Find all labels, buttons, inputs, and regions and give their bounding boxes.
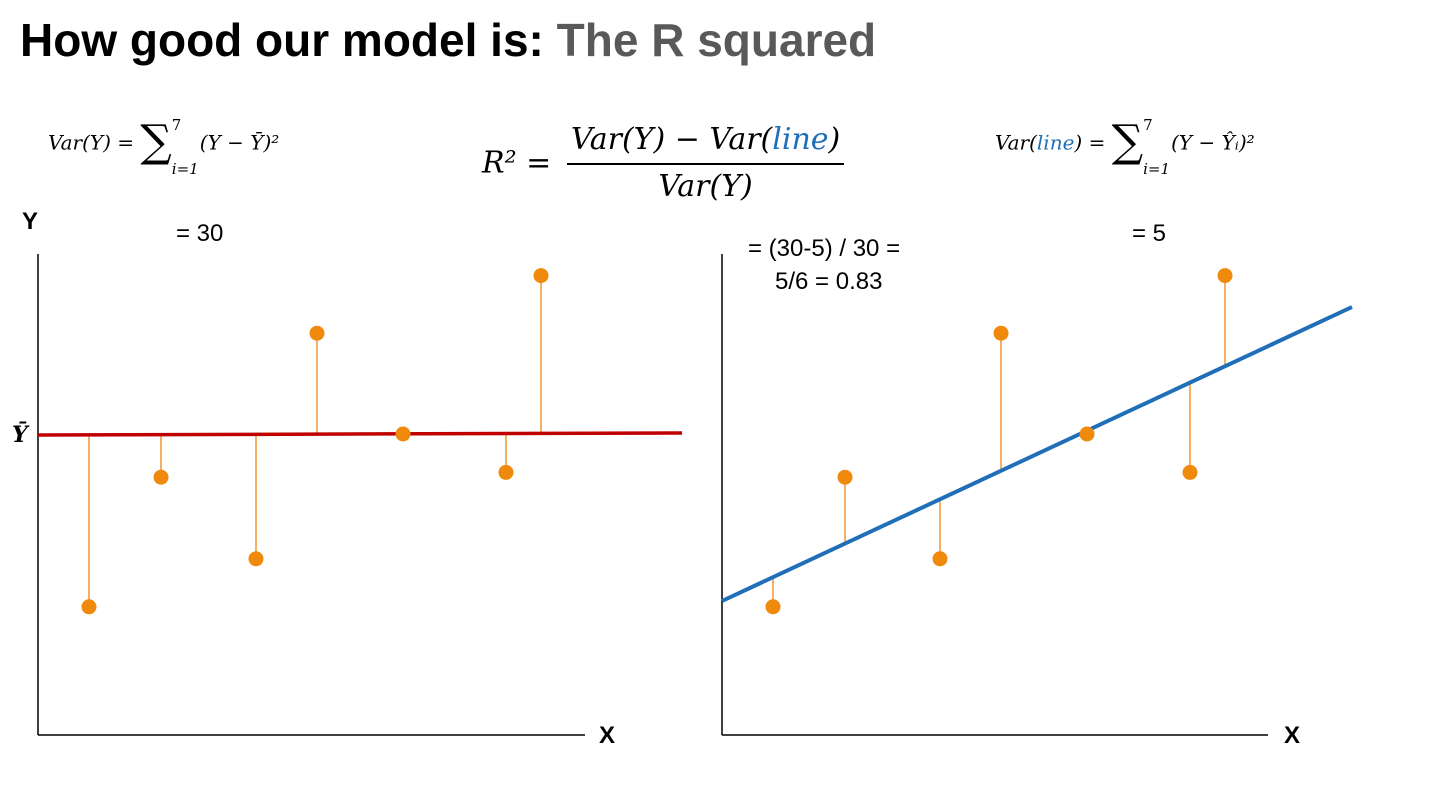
r2-fraction: Var(Y) − Var(line) Var(Y)	[566, 122, 845, 204]
r2-calc-line1: = (30-5) / 30 =	[748, 235, 901, 262]
data-point	[837, 469, 853, 485]
data-point	[1217, 268, 1233, 284]
y-axis-label: Y	[22, 208, 39, 235]
var-line-formula: Var(line) = ∑ 7 i=1 (Y − Ŷᵢ)²	[995, 116, 1255, 178]
title-main: How good our model is:	[20, 14, 544, 66]
x-axis-label-left: X	[599, 722, 616, 749]
data-point	[993, 325, 1009, 341]
sigma-icon: ∑	[1111, 116, 1144, 167]
sigma-icon: ∑	[140, 116, 172, 167]
sum-bottom: i=1	[1143, 160, 1171, 178]
data-point	[932, 551, 948, 567]
var-line-lhs-line: line	[1036, 130, 1075, 155]
left-chart	[37, 254, 683, 736]
data-point	[498, 464, 514, 480]
r2-calc-line2: 5/6 = 0.83	[775, 268, 883, 295]
var-y-term: (Y − Ȳ)²	[199, 130, 280, 155]
ybar-label: Ȳ	[12, 422, 28, 448]
r2-num-part-b: )	[828, 122, 841, 157]
r2-num-line: line	[772, 122, 829, 157]
sum-bottom: i=1	[171, 160, 199, 178]
data-point	[395, 426, 411, 442]
var-line-lhs-a: Var(	[995, 130, 1037, 155]
r2-num-part-a: Var(Y) − Var(	[570, 122, 773, 157]
var-line-term: (Y − Ŷᵢ)²	[1171, 130, 1255, 155]
data-point	[309, 325, 325, 341]
var-y-lhs: Var(Y) =	[48, 130, 135, 155]
data-point	[81, 599, 97, 615]
sum-top: 7	[1143, 116, 1153, 134]
data-point	[1182, 464, 1198, 480]
r2-denominator: Var(Y)	[658, 169, 753, 204]
data-point	[153, 469, 169, 485]
r2-lhs: R² =	[482, 145, 552, 181]
sum-limits: 7 i=1	[172, 116, 200, 178]
var-y-formula: Var(Y) = ∑ 7 i=1 (Y − Ȳ)²	[48, 116, 280, 178]
data-point	[248, 551, 264, 567]
data-point	[1079, 426, 1095, 442]
regression-line	[721, 305, 1353, 603]
data-point	[533, 268, 549, 284]
var-line-value: = 5	[1132, 220, 1167, 247]
mean-line	[37, 431, 683, 437]
r2-numerator: Var(Y) − Var(line)	[566, 122, 845, 165]
x-axis-label-right: X	[1284, 722, 1301, 749]
data-point	[765, 599, 781, 615]
sum-top: 7	[171, 116, 182, 134]
r-squared-formula: R² = Var(Y) − Var(line) Var(Y)	[482, 122, 845, 204]
title-sub: The R squared	[556, 14, 877, 66]
slide-title: How good our model is: The R squared	[20, 12, 876, 68]
right-chart	[721, 254, 1353, 736]
sum-limits: 7 i=1	[1143, 116, 1171, 178]
var-line-lhs-b: ) =	[1074, 130, 1106, 155]
var-y-value: = 30	[176, 220, 224, 247]
